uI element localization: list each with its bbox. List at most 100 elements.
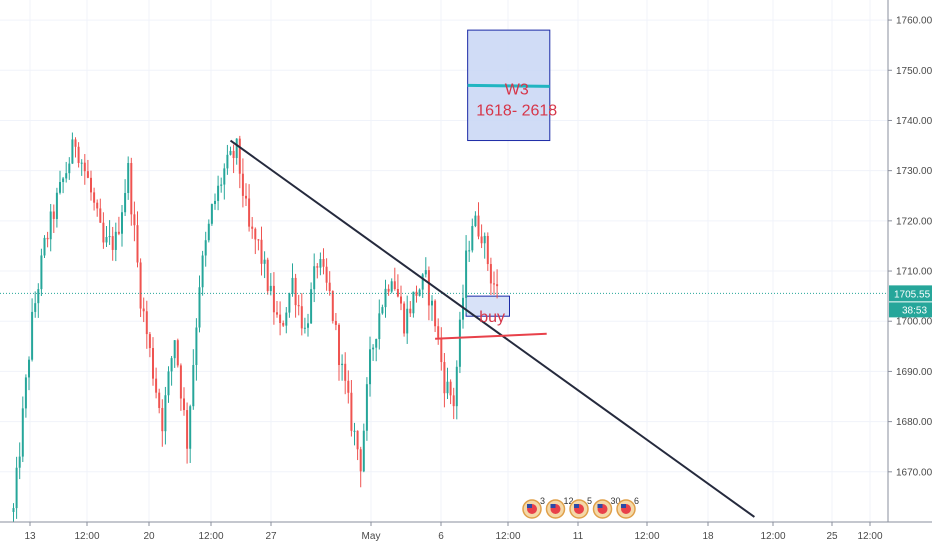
candle-body [139,262,142,309]
candle-body [403,303,406,334]
y-tick-label: 1700.00 [896,317,932,328]
candle-body [161,407,164,432]
candle-body [164,395,167,432]
event-count: 3 [540,496,545,506]
event-markers[interactable]: 3 12 5 30 6 [522,496,639,519]
x-tick-label: 20 [143,531,155,542]
target-label-range: 1618- 2618 [476,102,557,119]
y-tick-label: 1670.00 [896,467,932,478]
candle-body [167,371,170,396]
candle-body [198,287,201,328]
candle-body [145,311,148,335]
candle-body [229,150,232,155]
x-tick-label: 13 [24,531,36,542]
candle-body [310,289,313,324]
candle-body [176,340,179,366]
candle-body [347,380,350,393]
candle-body [291,277,294,294]
candle-body [276,312,278,315]
candle-body [217,185,220,201]
candle-body [220,184,223,186]
candle-body [105,237,108,243]
candle-body [124,192,127,213]
candle-body [313,266,316,290]
candle-body [390,281,393,292]
candle-body [117,231,120,234]
candle-body [210,204,213,224]
candle-body [263,259,266,264]
candle-body [279,314,282,323]
candle-body [12,508,15,512]
candle-body [477,215,480,237]
event-marker[interactable]: 30 [592,496,621,519]
candle-body [412,291,415,314]
candle-body [114,231,117,250]
x-tick-label: 11 [573,531,584,542]
candle-body [148,334,151,349]
candle-body [375,339,378,348]
candle-body [285,312,288,326]
candle-body [362,430,365,472]
candle-body [179,365,182,399]
event-marker[interactable]: 5 [569,496,592,519]
candle-body [152,348,154,379]
candle-body [474,215,477,227]
y-tick-label: 1750.00 [896,66,932,77]
candle-body [341,363,344,366]
event-flag-canton [550,504,556,508]
candle-body [24,377,27,409]
trendline [229,139,755,518]
candle-body [31,311,34,360]
event-marker[interactable]: 6 [616,496,639,519]
candle-body [350,392,353,431]
candle-body [127,163,130,193]
candle-body [158,392,161,408]
candle-body [37,289,40,304]
event-marker[interactable]: 12 [545,496,574,519]
candle-body [489,264,492,284]
candle-body [183,398,185,411]
y-tick-label: 1730.00 [896,166,932,177]
candle-body [480,236,483,244]
candle-body [245,195,247,199]
candle-body [238,138,241,174]
candle-body [496,284,499,287]
candle-body [28,359,30,378]
candle-body [204,240,207,256]
candle-body [344,363,347,381]
candle-body [369,349,371,385]
x-tick-label: May [362,531,381,542]
candle-body [248,198,251,227]
candle-body [83,162,86,172]
candle-body [372,347,375,350]
candle-body [378,313,381,340]
candle-body [297,305,300,307]
candle-body [77,146,80,163]
event-count: 5 [587,496,592,506]
candle-body [99,208,102,223]
candle-body [483,235,486,244]
candle-body [328,282,331,292]
candle-body [272,285,275,313]
event-count: 30 [611,496,621,506]
x-tick-label: 12:00 [760,531,785,542]
candle-body [93,192,96,203]
event-flag-canton [621,504,626,508]
candle-body [452,395,455,407]
buy-label: buy [479,309,505,326]
candle-body [307,323,309,328]
candle-body [55,192,58,219]
candle-body [108,236,111,238]
candle-body [359,449,362,472]
candle-body [331,291,334,321]
event-marker[interactable]: 3 [522,496,545,519]
candle-body [260,239,263,264]
candle-body [421,274,424,290]
candle-body [201,255,204,288]
candle-body [493,283,495,285]
annotation-overlay: buy [0,139,888,518]
candle-body [400,296,402,304]
x-tick-label: 12:00 [495,531,520,542]
